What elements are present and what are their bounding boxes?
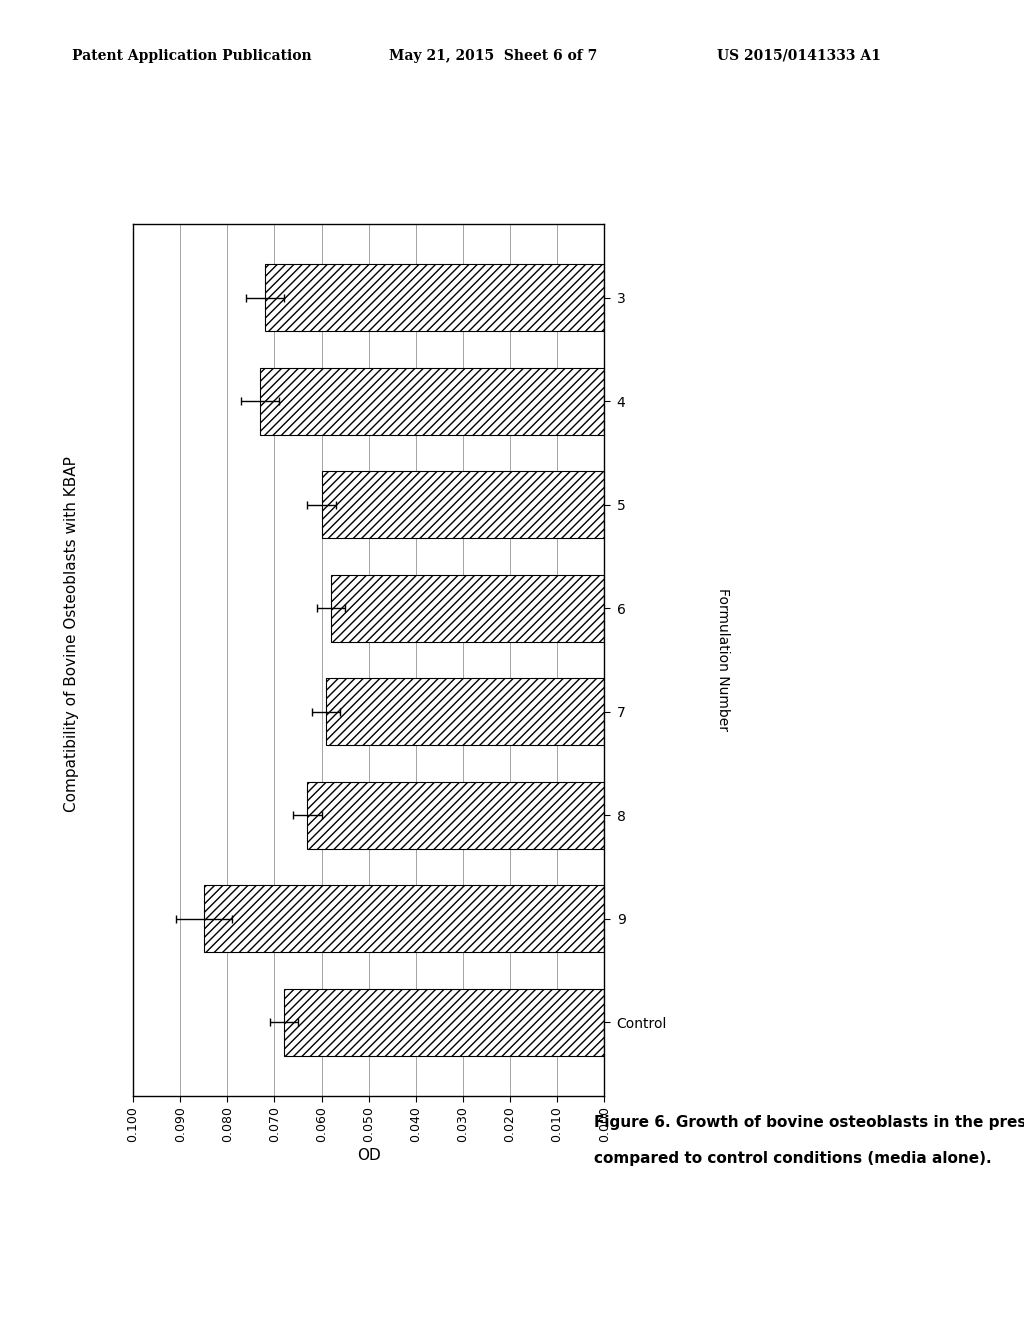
Text: Compatibility of Bovine Osteoblasts with KBAP: Compatibility of Bovine Osteoblasts with… (65, 455, 79, 812)
Text: US 2015/0141333 A1: US 2015/0141333 A1 (717, 49, 881, 63)
Bar (284, 989, 604, 1056)
Y-axis label: Formulation Number: Formulation Number (716, 589, 730, 731)
Bar (307, 781, 604, 849)
Text: Figure 6. Growth of bovine osteoblasts in the presence of six different KBAP for: Figure 6. Growth of bovine osteoblasts i… (594, 1115, 1024, 1130)
Bar (204, 886, 604, 953)
Bar (331, 574, 604, 642)
Text: compared to control conditions (media alone).: compared to control conditions (media al… (594, 1151, 991, 1166)
Bar (265, 264, 604, 331)
Bar (260, 367, 604, 434)
Bar (322, 471, 604, 539)
Bar (327, 678, 604, 746)
Text: May 21, 2015  Sheet 6 of 7: May 21, 2015 Sheet 6 of 7 (389, 49, 597, 63)
X-axis label: OD: OD (356, 1147, 381, 1163)
Text: Patent Application Publication: Patent Application Publication (72, 49, 311, 63)
